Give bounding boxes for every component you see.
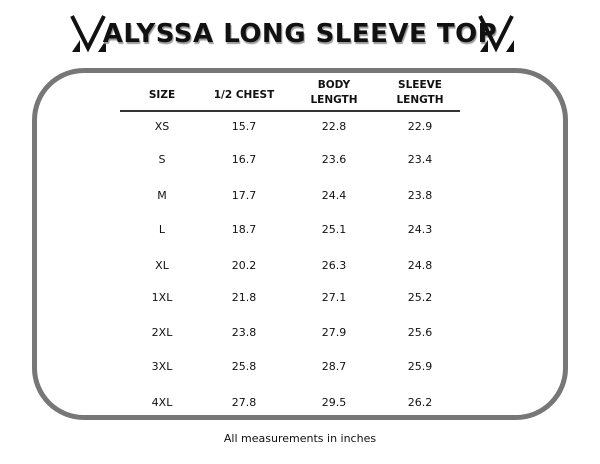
table-cell: 21.8 xyxy=(231,291,257,304)
v-logo-icon xyxy=(70,15,106,53)
table-cell: 25.6 xyxy=(407,326,433,339)
table-cell: XS xyxy=(154,120,170,133)
table-cell: XL xyxy=(155,259,169,272)
header-divider xyxy=(120,110,460,112)
table-cell: 25.8 xyxy=(231,360,257,373)
table-cell: M xyxy=(157,189,167,202)
table-cell: L xyxy=(158,223,166,236)
table-cell: 2XL xyxy=(151,326,173,339)
column-header: SLEEVE LENGTH xyxy=(396,79,444,106)
table-cell: 3XL xyxy=(151,360,173,373)
table-cell: 26.2 xyxy=(407,396,433,409)
table-cell: S xyxy=(158,153,166,166)
column-header: BODY LENGTH xyxy=(310,79,358,106)
table-cell: 25.9 xyxy=(407,360,433,373)
table-cell: 23.8 xyxy=(231,326,257,339)
table-cell: 25.1 xyxy=(321,223,347,236)
table-cell: 23.8 xyxy=(407,189,433,202)
table-cell: 24.8 xyxy=(407,259,433,272)
table-cell: 24.3 xyxy=(407,223,433,236)
table-cell: 28.7 xyxy=(321,360,347,373)
table-cell: 26.3 xyxy=(321,259,347,272)
table-cell: 24.4 xyxy=(321,189,347,202)
footnote: All measurements in inches xyxy=(223,432,377,445)
table-cell: 18.7 xyxy=(231,223,257,236)
table-cell: 4XL xyxy=(151,396,173,409)
table-cell: 22.8 xyxy=(321,120,347,133)
page-title: ALYSSA LONG SLEEVE TOP xyxy=(102,19,498,49)
table-cell: 25.2 xyxy=(407,291,433,304)
table-cell: 22.9 xyxy=(407,120,433,133)
column-header: 1/2 CHEST xyxy=(213,89,275,101)
table-cell: 27.1 xyxy=(321,291,347,304)
table-cell: 17.7 xyxy=(231,189,257,202)
table-cell: 15.7 xyxy=(231,120,257,133)
table-cell: 20.2 xyxy=(231,259,257,272)
table-cell: 1XL xyxy=(151,291,173,304)
table-cell: 29.5 xyxy=(321,396,347,409)
table-cell: 27.9 xyxy=(321,326,347,339)
column-header: SIZE xyxy=(148,89,176,101)
table-cell: 23.6 xyxy=(321,153,347,166)
table-cell: 23.4 xyxy=(407,153,433,166)
v-logo-icon xyxy=(478,15,514,53)
table-cell: 16.7 xyxy=(231,153,257,166)
table-cell: 27.8 xyxy=(231,396,257,409)
size-chart-frame xyxy=(32,68,568,420)
